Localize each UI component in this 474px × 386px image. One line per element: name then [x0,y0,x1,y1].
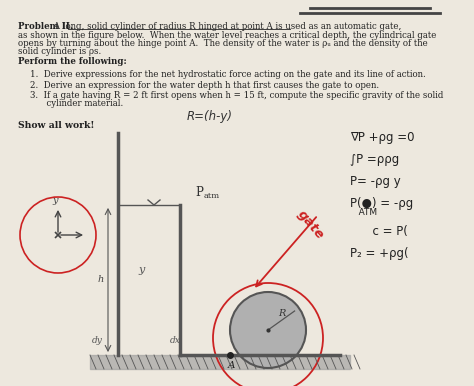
Text: cylinder material.: cylinder material. [30,100,123,108]
Text: Show all work!: Show all work! [18,121,94,130]
Text: P: P [195,186,203,200]
Text: P(●) = -ρg: P(●) = -ρg [350,197,413,210]
Text: ATM: ATM [350,208,377,217]
Text: y: y [52,196,57,205]
Text: c = P(: c = P( [350,225,408,238]
Text: h: h [98,276,104,284]
Text: gate: gate [295,208,327,242]
Text: opens by turning about the hinge point A.  The density of the water is ρᵤ and th: opens by turning about the hinge point A… [18,39,428,48]
Text: atm: atm [204,192,220,200]
Text: ∇P +ρg =0: ∇P +ρg =0 [350,131,414,144]
Text: ∫P =ρρg: ∫P =ρρg [350,153,399,166]
Text: P₂ = +ρg(: P₂ = +ρg( [350,247,409,260]
Circle shape [230,292,306,368]
Text: P= -ρg y: P= -ρg y [350,175,401,188]
Text: 3.  If a gate having R = 2 ft first opens when h = 15 ft, compute the specific g: 3. If a gate having R = 2 ft first opens… [30,91,443,100]
Text: y: y [138,265,144,275]
Text: solid cylinder is ρs.: solid cylinder is ρs. [18,47,101,56]
Text: A: A [228,361,236,370]
Text: dy: dy [92,336,103,345]
Text: A long, solid cylinder of radius R hinged at point A is used as an automatic gat: A long, solid cylinder of radius R hinge… [51,22,401,31]
Text: dx: dx [170,336,181,345]
Text: as shown in the figure below.  When the water level reaches a critical depth, th: as shown in the figure below. When the w… [18,30,437,39]
Text: Problem II.: Problem II. [18,22,73,31]
Text: R=(h-y): R=(h-y) [187,110,233,123]
Text: Perform the following:: Perform the following: [18,58,127,66]
Text: 2.  Derive an expression for the water depth h that first causes the gate to ope: 2. Derive an expression for the water de… [30,81,379,90]
Text: 1.  Derive expressions for the net hydrostatic force acting on the gate and its : 1. Derive expressions for the net hydros… [30,70,426,79]
Text: R: R [278,309,285,318]
